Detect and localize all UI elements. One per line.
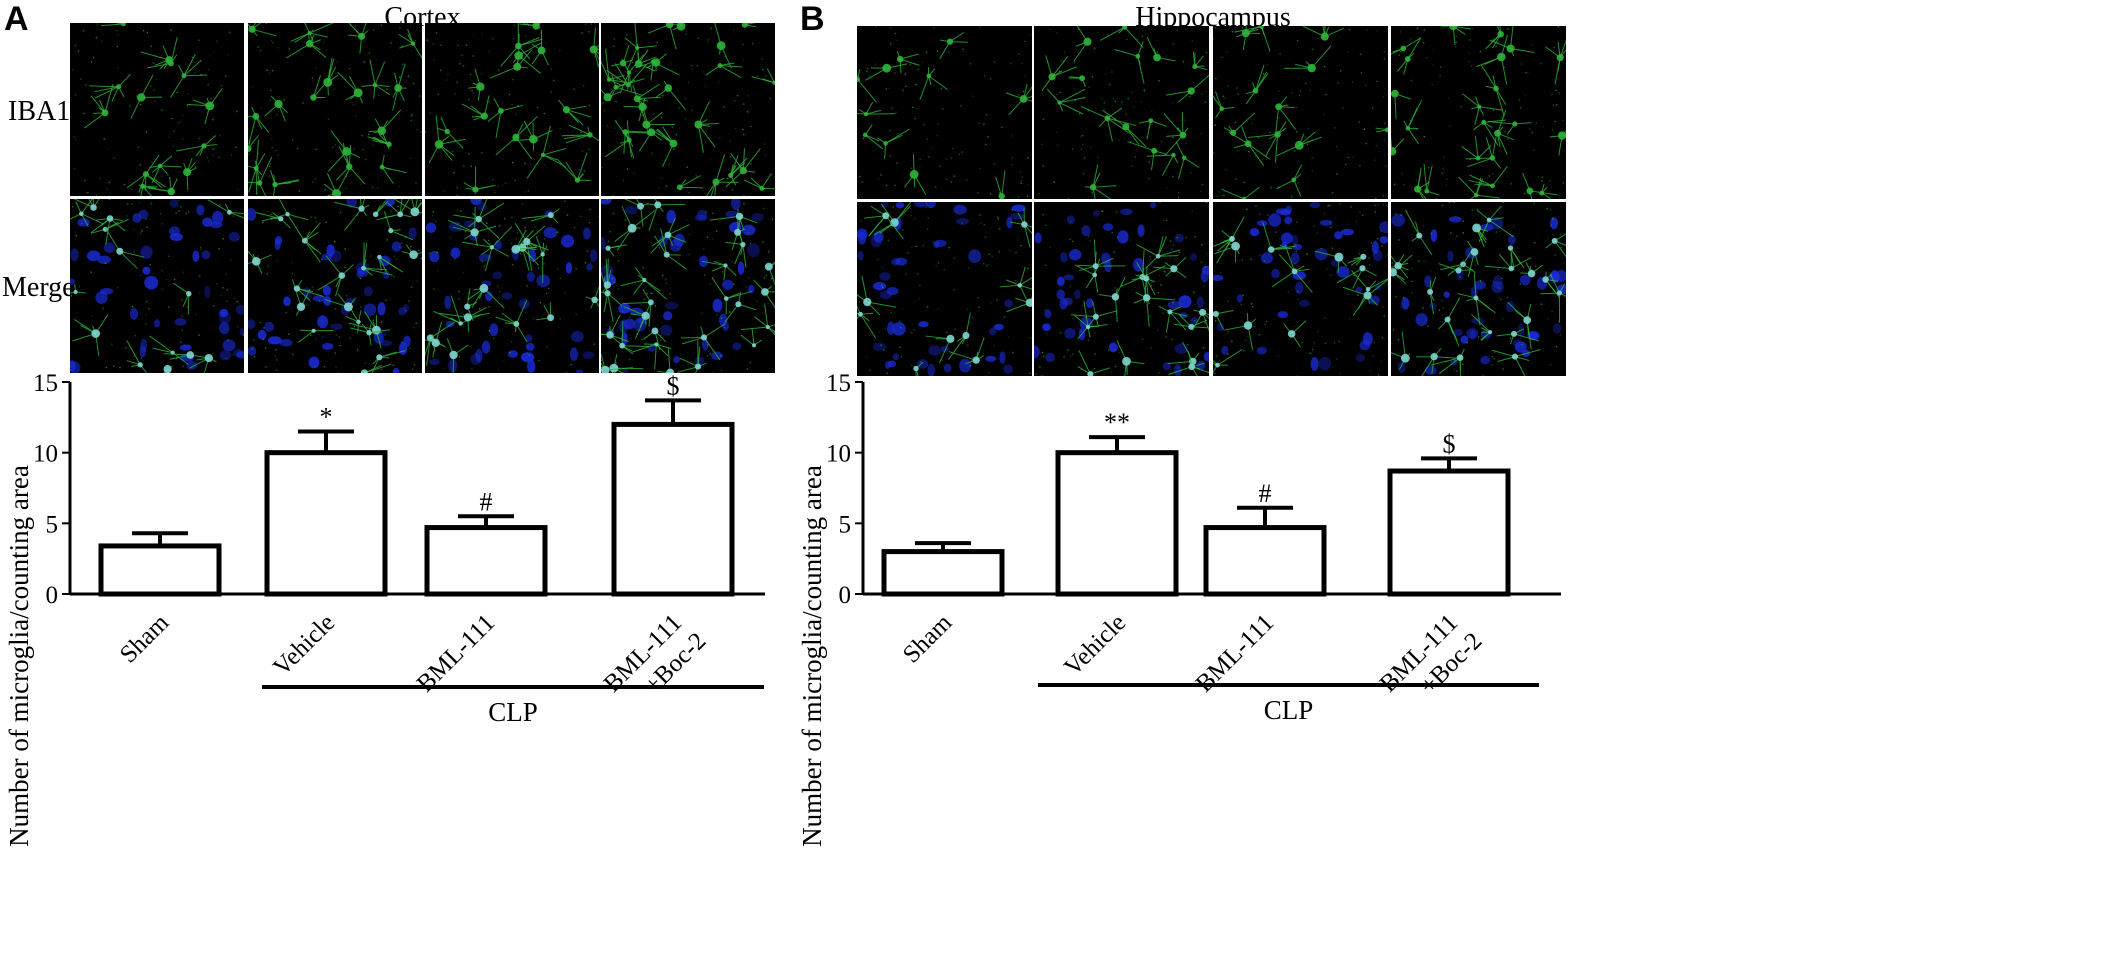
y-tick-label: 0	[46, 582, 59, 609]
merge-micrograph	[1213, 202, 1388, 376]
panel-a-letter: A	[4, 0, 29, 38]
y-tick-label: 5	[46, 511, 59, 538]
x-tick-label: Vehicle	[1059, 609, 1131, 681]
row-label-iba1: IBA1	[8, 96, 71, 127]
merge-micrograph	[857, 202, 1032, 376]
x-tick-label: BML-111+Boc-2	[1375, 606, 1488, 719]
merge-micrograph	[1034, 202, 1209, 376]
merge-micrograph	[248, 199, 422, 373]
y-tick-label: 15	[826, 370, 851, 397]
significance-marker: $	[1443, 429, 1456, 458]
row-label-merge: Merge	[2, 272, 75, 303]
group-bracket-label: CLP	[488, 697, 538, 727]
x-tick-label: BML-111+Boc-2	[599, 606, 712, 719]
y-tick-label: 10	[826, 441, 851, 468]
x-tick-label: Sham	[115, 609, 175, 669]
x-tick-label: Vehicle	[268, 609, 340, 681]
panel-b-letter: B	[800, 0, 825, 38]
iba1-micrograph	[1034, 26, 1209, 199]
group-bracket-label: CLP	[1264, 695, 1314, 725]
bar-bml-111	[1203, 525, 1327, 597]
x-tick-label: BML-111	[412, 609, 500, 697]
significance-marker: $	[667, 371, 680, 400]
merge-micrograph	[425, 199, 599, 373]
y-tick-label: 5	[839, 511, 852, 538]
y-axis-label: Number of microglia/counting area	[4, 465, 34, 847]
merge-micrograph	[70, 199, 244, 373]
iba1-micrograph	[1391, 26, 1566, 199]
bar-bml-111	[611, 421, 735, 597]
merge-micrograph	[1391, 202, 1566, 376]
iba1-micrograph	[425, 23, 599, 196]
bar-chart-hippocampus: Number of microglia/counting area 0 5 10 15 S…	[797, 370, 1561, 847]
iba1-micrograph	[601, 23, 775, 196]
iba1-micrograph	[70, 23, 244, 196]
bar-bml-111	[424, 525, 548, 597]
significance-marker: #	[1259, 479, 1272, 508]
bar-sham	[881, 549, 1005, 597]
y-tick-label: 0	[839, 582, 852, 609]
significance-marker: *	[320, 402, 333, 431]
iba1-micrograph	[857, 26, 1032, 199]
bar-bml-111	[1387, 468, 1511, 597]
bar-sham	[98, 543, 222, 597]
y-tick-label: 10	[33, 441, 58, 468]
iba1-micrograph	[248, 23, 422, 196]
significance-marker: #	[480, 487, 493, 516]
iba1-micrograph	[1213, 26, 1388, 199]
bar-chart-cortex: Number of microglia/counting area 0 5 10 15 S…	[4, 370, 765, 847]
y-axis-label: Number of microglia/counting area	[797, 465, 827, 847]
y-tick-label: 15	[33, 370, 58, 397]
merge-micrograph	[601, 199, 775, 373]
x-tick-label: Sham	[898, 609, 958, 669]
bar-vehicle	[264, 450, 388, 597]
significance-marker: **	[1104, 408, 1130, 437]
bar-vehicle	[1055, 450, 1179, 597]
